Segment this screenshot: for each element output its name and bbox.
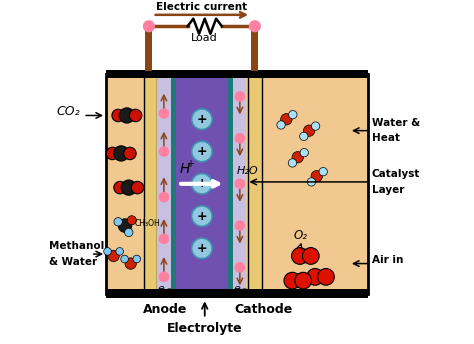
Circle shape xyxy=(292,248,308,264)
Circle shape xyxy=(281,114,292,125)
Text: ⁻: ⁻ xyxy=(166,286,171,296)
Circle shape xyxy=(311,122,320,130)
Circle shape xyxy=(133,255,141,263)
Circle shape xyxy=(143,20,155,32)
Circle shape xyxy=(129,109,142,122)
Circle shape xyxy=(114,146,129,161)
Circle shape xyxy=(311,171,322,182)
Circle shape xyxy=(235,179,245,189)
Circle shape xyxy=(159,234,169,244)
Bar xyxy=(106,74,368,294)
Circle shape xyxy=(235,133,245,143)
Circle shape xyxy=(303,125,315,136)
Circle shape xyxy=(112,109,124,122)
Text: CH₃OH: CH₃OH xyxy=(135,219,160,228)
Text: +: + xyxy=(185,159,193,169)
Text: & Water: & Water xyxy=(49,257,97,267)
Circle shape xyxy=(119,108,135,123)
Bar xyxy=(157,74,171,294)
Circle shape xyxy=(114,181,126,194)
Circle shape xyxy=(307,178,316,186)
Text: Cathode: Cathode xyxy=(235,303,293,316)
Circle shape xyxy=(121,255,128,263)
Circle shape xyxy=(318,269,334,285)
Circle shape xyxy=(191,174,212,194)
Circle shape xyxy=(295,272,311,289)
Bar xyxy=(106,289,368,298)
Text: H: H xyxy=(180,162,191,176)
Text: H₂O: H₂O xyxy=(237,165,259,175)
Text: Layer: Layer xyxy=(372,184,404,194)
Text: Electrolyte: Electrolyte xyxy=(167,322,243,335)
Bar xyxy=(146,27,152,71)
Circle shape xyxy=(121,180,137,195)
Text: e: e xyxy=(233,284,240,294)
Circle shape xyxy=(289,110,297,119)
Circle shape xyxy=(191,238,212,259)
Circle shape xyxy=(159,108,169,119)
Bar xyxy=(228,74,233,294)
Circle shape xyxy=(292,152,303,163)
Bar xyxy=(233,74,246,294)
Circle shape xyxy=(235,262,245,273)
Circle shape xyxy=(302,248,319,264)
Text: O₂: O₂ xyxy=(294,228,308,241)
Circle shape xyxy=(106,147,118,160)
Circle shape xyxy=(235,91,245,102)
Text: +: + xyxy=(197,113,207,126)
Circle shape xyxy=(307,269,323,285)
Text: Load: Load xyxy=(191,33,218,43)
Circle shape xyxy=(108,250,119,262)
Text: Water &: Water & xyxy=(372,118,420,128)
Text: Electric current: Electric current xyxy=(156,2,247,12)
Text: Air in: Air in xyxy=(372,255,403,265)
Circle shape xyxy=(127,216,137,225)
Circle shape xyxy=(114,218,122,226)
Text: +: + xyxy=(197,177,207,190)
Text: e: e xyxy=(157,284,164,294)
Circle shape xyxy=(118,219,132,233)
Circle shape xyxy=(235,220,245,231)
Circle shape xyxy=(288,159,297,167)
Circle shape xyxy=(104,248,111,255)
Circle shape xyxy=(191,141,212,162)
Circle shape xyxy=(124,147,136,160)
Text: CO₂: CO₂ xyxy=(56,105,80,118)
Circle shape xyxy=(284,272,301,289)
Circle shape xyxy=(159,146,169,157)
Bar xyxy=(171,74,176,294)
Circle shape xyxy=(300,149,309,157)
Bar xyxy=(248,74,262,294)
Text: +: + xyxy=(197,209,207,223)
Circle shape xyxy=(300,132,308,141)
Circle shape xyxy=(116,248,123,255)
Circle shape xyxy=(159,192,169,202)
Text: ⁻: ⁻ xyxy=(242,286,247,296)
Circle shape xyxy=(125,258,137,269)
Circle shape xyxy=(159,271,169,282)
Bar xyxy=(251,27,258,71)
Text: Heat: Heat xyxy=(372,133,400,143)
Circle shape xyxy=(125,228,133,237)
Circle shape xyxy=(131,181,144,194)
Circle shape xyxy=(249,20,261,32)
Circle shape xyxy=(191,206,212,226)
Circle shape xyxy=(191,109,212,129)
Bar xyxy=(106,70,368,78)
Text: Methanol: Methanol xyxy=(49,241,104,251)
Circle shape xyxy=(319,168,328,176)
Text: Catalyst: Catalyst xyxy=(372,169,420,179)
Text: +: + xyxy=(197,242,207,255)
Bar xyxy=(144,74,157,294)
Text: +: + xyxy=(197,145,207,158)
Bar xyxy=(171,74,233,294)
Text: Anode: Anode xyxy=(143,303,187,316)
Circle shape xyxy=(277,121,285,129)
